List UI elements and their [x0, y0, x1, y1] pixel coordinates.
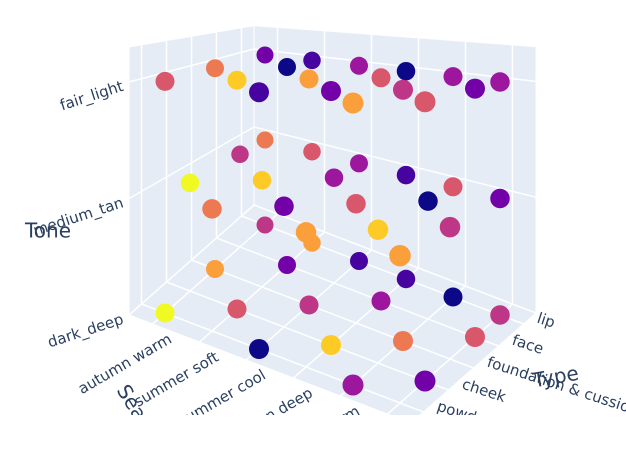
point [396, 165, 416, 185]
point [155, 71, 175, 91]
point [342, 92, 364, 114]
point [227, 299, 247, 319]
point [227, 70, 247, 90]
point [443, 177, 463, 197]
grid-line [128, 48, 255, 83]
point [465, 327, 485, 347]
point [278, 58, 296, 76]
grid-line [241, 215, 524, 325]
point [249, 339, 269, 359]
point [393, 331, 413, 351]
point [202, 199, 222, 219]
point [256, 216, 274, 234]
point [180, 173, 200, 193]
z-axis-title: Tone [24, 219, 71, 243]
z-tick-label: fair_light [58, 77, 126, 115]
point [321, 81, 341, 101]
y-tick-label: cheek [460, 375, 509, 406]
point [324, 168, 344, 187]
point [350, 154, 368, 173]
grid-line [141, 303, 424, 413]
point [371, 68, 391, 88]
point [490, 72, 510, 92]
point [414, 370, 436, 392]
point [490, 188, 510, 209]
point [490, 305, 510, 325]
point [231, 145, 249, 164]
point [206, 59, 224, 78]
point [256, 46, 274, 64]
point [321, 335, 341, 355]
grid-line [253, 126, 537, 198]
grid-line [128, 126, 255, 200]
grid-line [128, 204, 255, 316]
point [256, 131, 274, 149]
point [350, 56, 368, 75]
point [439, 216, 461, 238]
point [414, 91, 436, 113]
y-tick-label: lip [535, 309, 558, 332]
point [418, 191, 438, 211]
y-tick-label: powder [435, 397, 495, 432]
point [393, 79, 413, 100]
grid-line [216, 237, 499, 347]
point [249, 82, 269, 103]
point [443, 287, 463, 307]
point [206, 260, 224, 278]
point [295, 222, 317, 243]
x-tick-label: winter clear [324, 419, 411, 463]
grid-line [253, 48, 537, 83]
point [443, 67, 463, 87]
point [396, 61, 416, 81]
point [389, 244, 411, 267]
point [155, 303, 175, 323]
z-tick-label: dark_deep [45, 310, 126, 352]
point [465, 78, 485, 99]
point [342, 374, 364, 396]
grid-line [166, 281, 449, 391]
point [303, 142, 321, 161]
point [303, 51, 321, 70]
point [252, 171, 272, 190]
point [367, 219, 389, 240]
point [278, 256, 296, 274]
point [350, 252, 368, 270]
point [299, 69, 319, 89]
y-tick-label: face [510, 331, 546, 358]
point [396, 269, 416, 289]
point [371, 291, 391, 311]
point [299, 295, 319, 315]
point [274, 196, 294, 217]
point [346, 193, 366, 214]
grid-line [191, 259, 474, 369]
